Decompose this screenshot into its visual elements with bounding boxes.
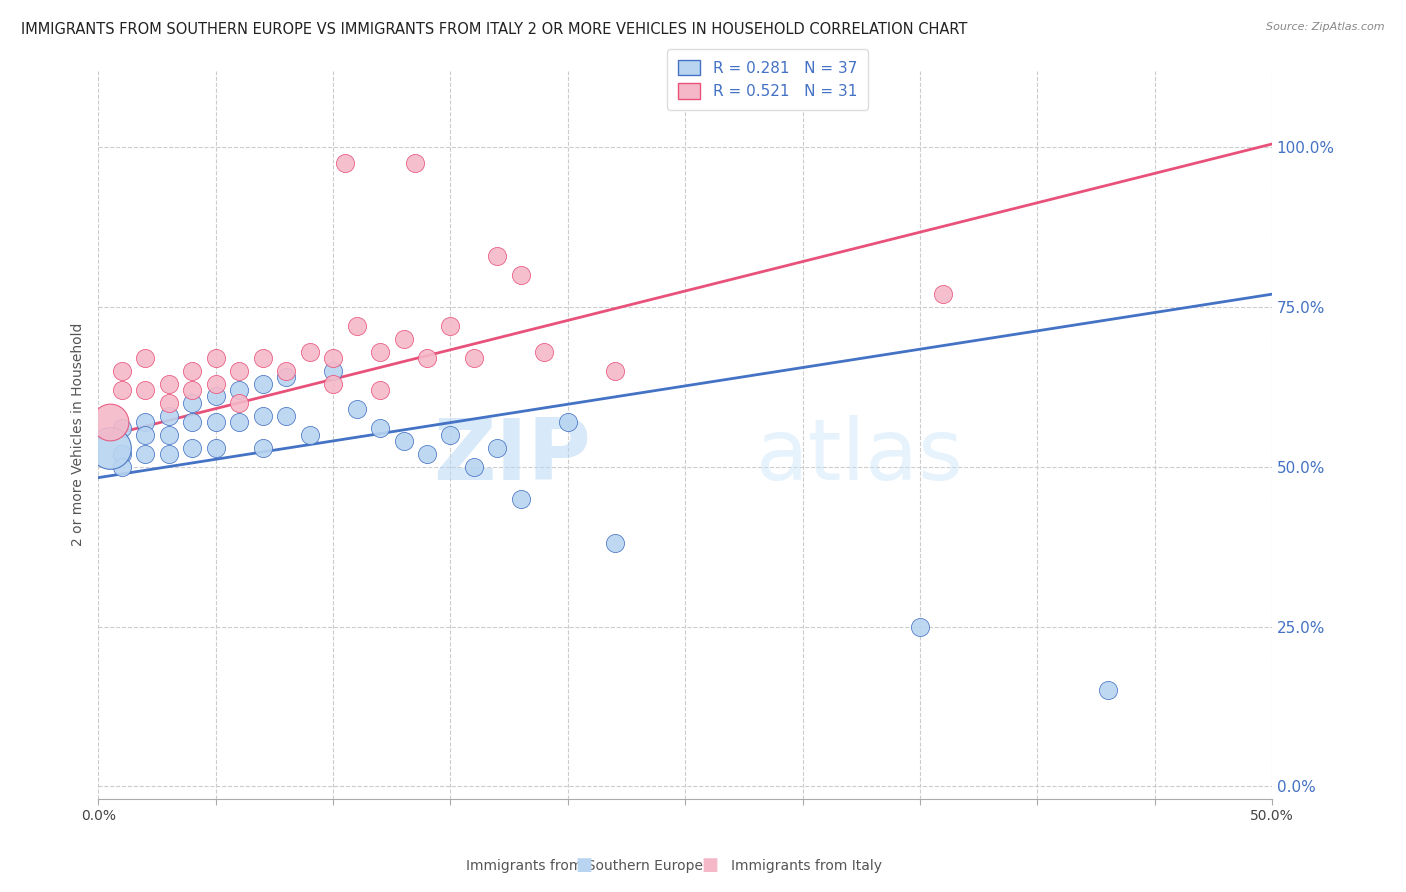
Text: ■: ■ (575, 855, 592, 873)
Point (181, 383, 204, 397)
Point (439, 319, 461, 334)
Point (368, 344, 391, 359)
Point (157, 409, 180, 423)
Point (908, 619, 931, 633)
Point (463, 459, 485, 474)
Point (111, 447, 134, 461)
Text: ZIP: ZIP (433, 415, 592, 498)
Point (252, 376, 274, 391)
Point (486, 441, 509, 455)
Text: Source: ZipAtlas.com: Source: ZipAtlas.com (1267, 22, 1385, 32)
Point (252, 441, 274, 455)
Point (322, 364, 344, 378)
Point (111, 459, 134, 474)
Point (228, 415, 250, 429)
Point (157, 427, 180, 442)
Point (134, 415, 156, 429)
Point (557, 415, 579, 429)
Point (204, 376, 226, 391)
Point (228, 364, 250, 378)
Point (322, 351, 344, 365)
Point (111, 364, 134, 378)
Point (252, 351, 274, 365)
Point (181, 396, 204, 410)
Point (276, 409, 298, 423)
Point (98, 441, 121, 455)
Y-axis label: 2 or more Vehicles in Household: 2 or more Vehicles in Household (72, 323, 86, 547)
Point (204, 351, 226, 365)
Text: IMMIGRANTS FROM SOUTHERN EUROPE VS IMMIGRANTS FROM ITALY 2 OR MORE VEHICLES IN H: IMMIGRANTS FROM SOUTHERN EUROPE VS IMMIG… (21, 22, 967, 37)
Point (134, 447, 156, 461)
Point (228, 383, 250, 397)
Point (157, 376, 180, 391)
Point (486, 249, 509, 263)
Text: Immigrants from Southern Europe: Immigrants from Southern Europe (465, 859, 703, 872)
Point (404, 156, 426, 170)
Point (252, 409, 274, 423)
Point (509, 491, 531, 506)
Legend: R = 0.281   N = 37, R = 0.521   N = 31: R = 0.281 N = 37, R = 0.521 N = 31 (666, 49, 868, 110)
Point (346, 402, 368, 417)
Point (416, 447, 439, 461)
Point (533, 344, 555, 359)
Point (603, 536, 626, 550)
Point (204, 415, 226, 429)
Point (134, 427, 156, 442)
Point (416, 351, 439, 365)
Point (439, 427, 461, 442)
Point (322, 376, 344, 391)
Point (98, 415, 121, 429)
Point (276, 364, 298, 378)
Point (603, 364, 626, 378)
Point (392, 434, 415, 449)
Point (392, 332, 415, 346)
Point (346, 319, 368, 334)
Text: ■: ■ (702, 855, 718, 873)
Point (111, 421, 134, 435)
Point (181, 441, 204, 455)
Point (111, 383, 134, 397)
Text: atlas: atlas (755, 415, 963, 498)
Point (368, 383, 391, 397)
Point (333, 156, 356, 170)
Point (932, 287, 955, 301)
Point (276, 370, 298, 384)
Point (157, 396, 180, 410)
Point (134, 351, 156, 365)
Point (509, 268, 531, 282)
Point (181, 364, 204, 378)
Point (1097, 683, 1119, 698)
Point (228, 396, 250, 410)
Text: Immigrants from Italy: Immigrants from Italy (731, 859, 882, 872)
Point (181, 415, 204, 429)
Point (463, 351, 485, 365)
Point (298, 427, 321, 442)
Point (298, 344, 321, 359)
Point (157, 447, 180, 461)
Point (368, 421, 391, 435)
Point (204, 441, 226, 455)
Point (134, 383, 156, 397)
Point (204, 389, 226, 403)
